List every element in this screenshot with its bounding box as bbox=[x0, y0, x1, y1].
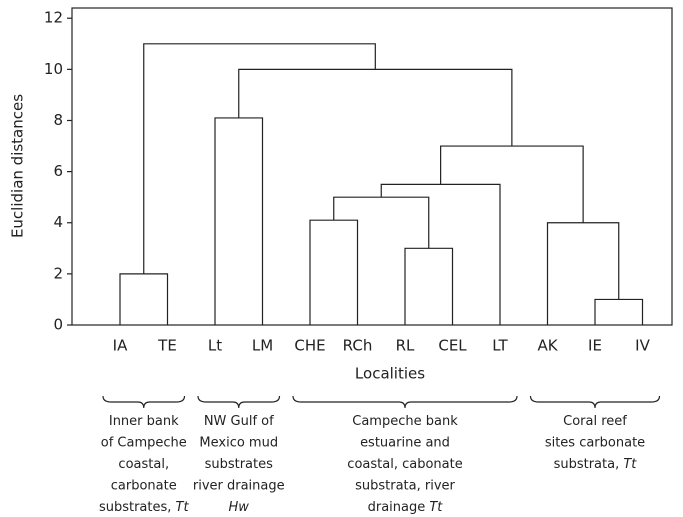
group-brace bbox=[292, 395, 518, 409]
group-label: Hw bbox=[229, 500, 250, 515]
group-label-part: drainage bbox=[368, 500, 430, 515]
dendrogram-link bbox=[333, 196, 430, 249]
group-label-part: coastal, cabonate bbox=[347, 457, 462, 472]
y-tick-label: 2 bbox=[53, 264, 63, 282]
group-label: sites carbonate bbox=[545, 435, 645, 450]
group-label-part: substrata, bbox=[554, 457, 624, 472]
x-axis-label: Localities bbox=[355, 365, 425, 383]
x-tick-label: CHE bbox=[294, 337, 325, 355]
group-label-part: Mexico mud bbox=[199, 435, 278, 450]
group-label-part: estuarine and bbox=[360, 435, 450, 450]
group-label-part: Inner bank bbox=[109, 414, 179, 429]
group-label: river drainage bbox=[193, 478, 285, 493]
group-label-part: Campeche bank bbox=[352, 414, 458, 429]
y-tick-label: 0 bbox=[53, 316, 63, 334]
plot-frame bbox=[71, 7, 673, 326]
group-label: Coral reef bbox=[563, 414, 627, 429]
x-tick-label: RCh bbox=[343, 337, 373, 355]
group-label: Campeche bank bbox=[352, 414, 458, 429]
group-label: coastal, bbox=[118, 457, 169, 472]
group-label-part: of Campeche bbox=[101, 435, 187, 450]
dendrogram-link bbox=[238, 68, 513, 147]
x-tick-label: IE bbox=[588, 337, 602, 355]
group-label-part: Tt bbox=[429, 500, 443, 515]
x-tick-label: IV bbox=[635, 337, 650, 355]
group-label-part: NW Gulf of bbox=[204, 414, 274, 429]
x-tick-label: LT bbox=[492, 337, 508, 355]
group-label-part: Tt bbox=[623, 457, 637, 472]
dendrogram-link bbox=[546, 222, 620, 325]
group-brace bbox=[197, 395, 281, 409]
x-tick-label: AK bbox=[537, 337, 558, 355]
x-tick-label: TE bbox=[157, 337, 177, 355]
y-tick-label: 4 bbox=[53, 213, 63, 231]
group-label: drainage Tt bbox=[368, 500, 444, 515]
x-tick-label: RL bbox=[396, 337, 415, 355]
group-label-part: substrates, bbox=[99, 500, 176, 515]
y-axis-label: Euclidian distances bbox=[9, 94, 27, 238]
group-label: Mexico mud bbox=[199, 435, 278, 450]
y-tick-label: 10 bbox=[44, 60, 63, 78]
group-label-part: Hw bbox=[229, 500, 250, 515]
group-label-part: Tt bbox=[176, 500, 190, 515]
group-label-part: substrata, river bbox=[355, 478, 455, 493]
dendrogram-link bbox=[404, 247, 454, 325]
x-tick-label: CEL bbox=[438, 337, 467, 355]
dendrogram-link bbox=[380, 183, 501, 325]
y-tick-label: 12 bbox=[44, 9, 63, 27]
x-tick-label: LM bbox=[252, 337, 273, 355]
x-tick-label: IA bbox=[113, 337, 128, 355]
y-tick-label: 6 bbox=[53, 162, 63, 180]
group-brace bbox=[529, 395, 661, 409]
group-label-part: Coral reef bbox=[563, 414, 627, 429]
group-label: substrates bbox=[205, 457, 274, 472]
dendrogram-link bbox=[143, 43, 376, 274]
group-label: coastal, cabonate bbox=[347, 457, 462, 472]
dendrogram-link bbox=[594, 298, 644, 325]
group-label-part: carbonate bbox=[111, 478, 177, 493]
x-tick-label: Lt bbox=[208, 337, 222, 355]
group-label-part: substrates bbox=[205, 457, 274, 472]
group-label: NW Gulf of bbox=[204, 414, 274, 429]
group-label: estuarine and bbox=[360, 435, 450, 450]
y-tick-label: 8 bbox=[53, 111, 63, 129]
group-label: substrata, Tt bbox=[554, 457, 638, 472]
group-label: Inner bank bbox=[109, 414, 179, 429]
group-label: carbonate bbox=[111, 478, 177, 493]
group-label-part: sites carbonate bbox=[545, 435, 645, 450]
group-label: substrates, Tt bbox=[99, 500, 190, 515]
group-label-part: coastal, bbox=[118, 457, 169, 472]
dendrogram-link bbox=[309, 219, 359, 325]
group-label: substrata, river bbox=[355, 478, 455, 493]
dendrogram-link bbox=[214, 117, 264, 325]
dendrogram-link bbox=[119, 273, 169, 325]
group-brace bbox=[102, 395, 186, 409]
group-label-part: river drainage bbox=[193, 478, 285, 493]
group-label: of Campeche bbox=[101, 435, 187, 450]
